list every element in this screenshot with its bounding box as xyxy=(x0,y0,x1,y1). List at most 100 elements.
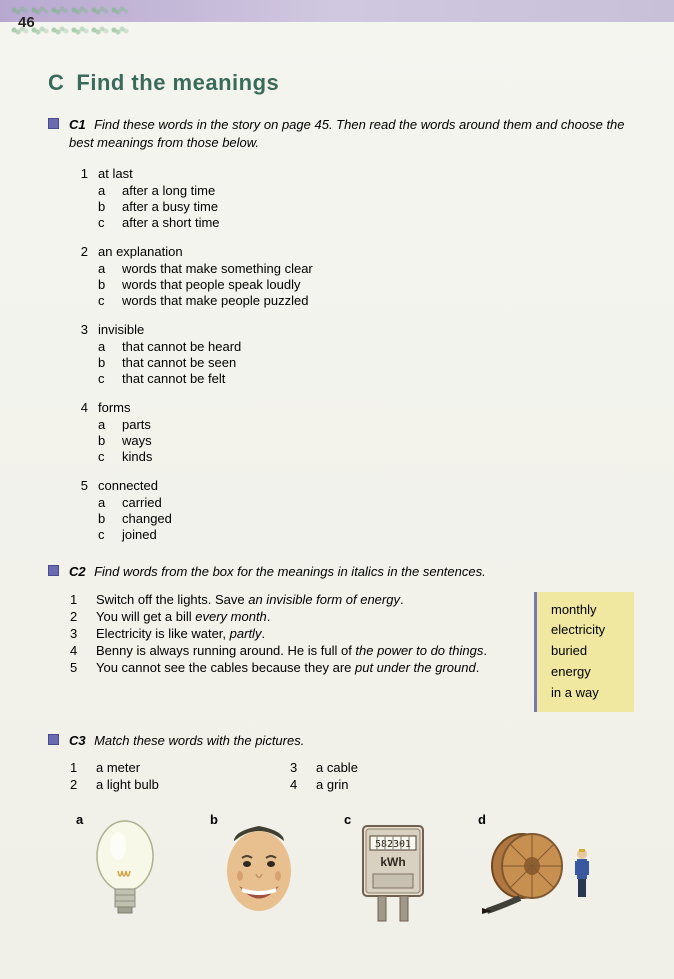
pic-label-d: d xyxy=(478,812,486,827)
section-letter: C xyxy=(48,70,64,95)
option-letter: b xyxy=(98,511,112,526)
option-text: after a long time xyxy=(122,183,215,198)
box-word: energy xyxy=(551,662,620,683)
option-line: aparts xyxy=(98,417,634,432)
c2-instruction: Find words from the box for the meanings… xyxy=(94,564,486,579)
grin-face-icon xyxy=(214,816,304,926)
option-letter: b xyxy=(98,277,112,292)
option-line: c words that make people puzzled xyxy=(98,293,634,308)
option-letter: b xyxy=(98,199,112,214)
picture-d: d xyxy=(482,812,602,931)
question-word: at last xyxy=(98,166,634,181)
option-line: a words that make something clear xyxy=(98,261,634,276)
c2-sentence: 2You will get a bill every month. xyxy=(70,609,524,624)
pic-label-a: a xyxy=(76,812,83,827)
option-line: b that cannot be seen xyxy=(98,355,634,370)
c2-sentence: 3Electricity is like water, partly. xyxy=(70,626,524,641)
picture-b: b xyxy=(214,812,304,931)
option-line: bafter a busy time xyxy=(98,199,634,214)
c1-questions: 1at lastaafter a long timebafter a busy … xyxy=(48,166,634,542)
option-letter: c xyxy=(98,371,112,386)
option-line: bways xyxy=(98,433,634,448)
item-number: 4 xyxy=(290,777,306,792)
question-number: 3 xyxy=(70,322,88,337)
option-line: aafter a long time xyxy=(98,183,634,198)
option-line: cthat cannot be felt xyxy=(98,371,634,386)
sentence-text: Switch off the lights. Save an invisible… xyxy=(96,592,404,607)
question-word: invisible xyxy=(98,322,634,337)
option-line: a that cannot be heard xyxy=(98,339,634,354)
pic-label-b: b xyxy=(210,812,218,827)
question-word: connected xyxy=(98,478,634,493)
c2-sentence: 4 Benny is always running around. He is f… xyxy=(70,643,524,658)
option-text: kinds xyxy=(122,449,152,464)
c2-label: C2 xyxy=(69,564,86,579)
option-text: that cannot be seen xyxy=(122,355,236,370)
c3-instruction: Match these words with the pictures. xyxy=(94,733,304,748)
option-text: changed xyxy=(122,511,172,526)
option-text: that cannot be heard xyxy=(122,339,241,354)
option-line: b changed xyxy=(98,511,634,526)
option-text: joined xyxy=(122,527,157,542)
option-letter: a xyxy=(98,261,112,276)
c2-body: 1 Switch off the lights. Save an invisibl… xyxy=(48,592,634,712)
c2-sentence: 5You cannot see the cables because they … xyxy=(70,660,524,675)
sentence-number: 5 xyxy=(70,660,86,675)
c3-header: C3 Match these words with the pictures. xyxy=(48,732,634,750)
c1-question: 2 an explanation a words that make somethin… xyxy=(70,244,634,308)
sentence-text: Electricity is like water, partly. xyxy=(96,626,265,641)
picture-c: c 582301 kWh xyxy=(348,812,438,931)
option-letter: c xyxy=(98,449,112,464)
meter-icon: 582301 kWh xyxy=(348,816,438,926)
bullet-icon xyxy=(48,118,59,129)
option-line: ckinds xyxy=(98,449,634,464)
sentence-number: 4 xyxy=(70,643,86,658)
c3-word-item: 1a meter xyxy=(70,760,290,775)
sentence-text: Benny is always running around. He is fu… xyxy=(96,643,487,658)
bullet-icon xyxy=(48,565,59,576)
c1-question: 4 forms apartsbwaysckinds xyxy=(70,400,634,464)
option-text: ways xyxy=(122,433,152,448)
c1-question: 3 invisible a that cannot be heard b that can… xyxy=(70,322,634,386)
c3-label: C3 xyxy=(69,733,86,748)
bullet-icon xyxy=(48,734,59,745)
item-text: a light bulb xyxy=(96,777,159,792)
box-word: electricity xyxy=(551,620,620,641)
sentence-number: 2 xyxy=(70,609,86,624)
lightbulb-icon xyxy=(80,816,170,926)
option-letter: a xyxy=(98,339,112,354)
word-box: monthlyelectricityburiedenergyin a way xyxy=(534,592,634,712)
option-letter: b xyxy=(98,355,112,370)
item-text: a cable xyxy=(316,760,358,775)
item-text: a grin xyxy=(316,777,349,792)
c1-label: C1 xyxy=(69,117,86,132)
option-text: carried xyxy=(122,495,162,510)
c2-list: 1 Switch off the lights. Save an invisibl… xyxy=(70,592,524,677)
option-line: acarried xyxy=(98,495,634,510)
page-content: C Find the meanings C1 Find these words i… xyxy=(0,22,674,951)
c1-header: C1 Find these words in the story on page… xyxy=(48,116,634,152)
box-word: in a way xyxy=(551,683,620,704)
question-word: forms xyxy=(98,400,634,415)
option-text: words that make people puzzled xyxy=(122,293,308,308)
option-letter: c xyxy=(98,293,112,308)
item-number: 3 xyxy=(290,760,306,775)
section-title-text: Find the meanings xyxy=(76,70,279,95)
box-word: monthly xyxy=(551,600,620,621)
sentence-number: 1 xyxy=(70,592,86,607)
option-line: cjoined xyxy=(98,527,634,542)
picture-a: a xyxy=(80,812,170,931)
question-number: 5 xyxy=(70,478,88,493)
section-title: C Find the meanings xyxy=(48,70,634,96)
pic-label-c: c xyxy=(344,812,351,827)
c1-question: 5 connected acarriedb changedcjoined xyxy=(70,478,634,542)
option-letter: b xyxy=(98,433,112,448)
question-number: 4 xyxy=(70,400,88,415)
option-text: words that make something clear xyxy=(122,261,313,276)
option-text: parts xyxy=(122,417,151,432)
item-text: a meter xyxy=(96,760,140,775)
question-word: an explanation xyxy=(98,244,634,259)
page-number: 46 xyxy=(18,14,35,31)
question-number: 2 xyxy=(70,244,88,259)
meter-unit: kWh xyxy=(380,855,405,869)
